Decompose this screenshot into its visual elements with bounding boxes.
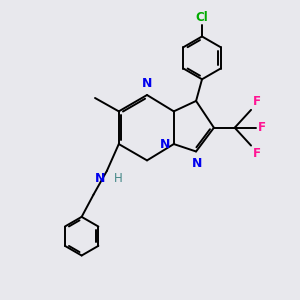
Text: F: F xyxy=(253,147,260,160)
Text: F: F xyxy=(253,95,260,108)
Text: N: N xyxy=(160,138,170,151)
Text: Cl: Cl xyxy=(196,11,208,24)
Text: F: F xyxy=(258,121,266,134)
Text: N: N xyxy=(142,77,152,90)
Text: H: H xyxy=(114,172,123,185)
Text: N: N xyxy=(192,157,203,170)
Text: N: N xyxy=(95,172,105,185)
